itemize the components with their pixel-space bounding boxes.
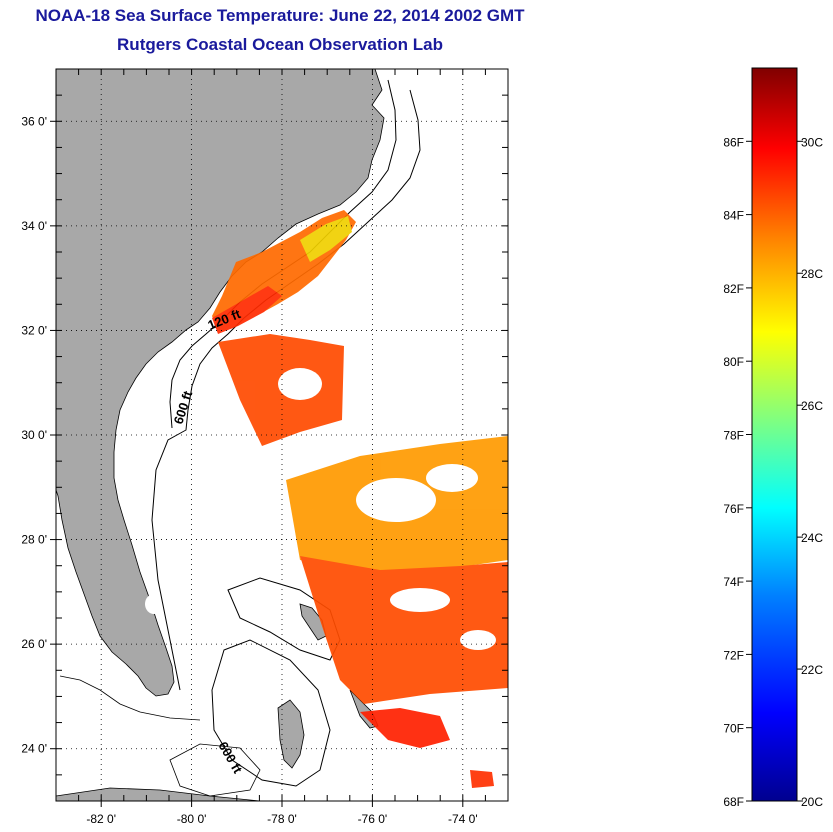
lat-tick-label: 32 0' (21, 323, 47, 337)
colorbar-f-label: 86F (723, 135, 744, 149)
map-subtitle: Rutgers Coastal Ocean Observation Lab (117, 35, 443, 54)
sst-patch-shelf-cool (300, 216, 352, 262)
colorbar-celsius-labels: 30C 28C 26C 24C 22C 20C (797, 135, 823, 809)
lon-tick-label: -76 0' (358, 812, 388, 826)
sst-patch-nearshore-warm (212, 286, 282, 334)
colorbar-f-label: 72F (723, 648, 744, 662)
colorbar (751, 67, 798, 802)
colorbar-c-label: 24C (801, 531, 823, 545)
lat-tick-label: 34 0' (21, 219, 47, 233)
lon-tick-label: -74 0' (448, 812, 478, 826)
land-us-southeast (56, 69, 385, 697)
map-title: NOAA-18 Sea Surface Temperature: June 22… (35, 6, 525, 25)
land-abaco (299, 603, 327, 641)
contour-bahamas-outer (169, 743, 261, 797)
lat-tick-label: 24 0' (21, 742, 47, 756)
longitude-axis: -82 0' -80 0' -78 0' -76 0' -74 0' (55, 69, 509, 826)
sst-patch-southeast (470, 770, 494, 788)
colorbar-f-label: 84F (723, 209, 744, 223)
lat-lon-grid (56, 69, 508, 801)
colorbar-f-label: 80F (723, 355, 744, 369)
colorbar-f-label: 74F (723, 575, 744, 589)
colorbar-f-label: 78F (723, 429, 744, 443)
colorbar-c-label: 30C (801, 135, 823, 149)
colorbar-f-label: 76F (723, 502, 744, 516)
lon-tick-label: -78 0' (267, 812, 297, 826)
lat-tick-label: 30 0' (21, 428, 47, 442)
colorbar-fahrenheit-labels: 86F 84F 82F 80F 78F 76F 74F 72F 70F 68F (723, 135, 752, 809)
colorbar-f-label: 68F (723, 795, 744, 809)
colorbar-f-label: 70F (723, 722, 744, 736)
cloud-mask (278, 368, 496, 650)
sst-patch-bahamas-warm (360, 708, 450, 748)
colorbar-c-label: 28C (801, 267, 823, 281)
lat-tick-label: 36 0' (21, 114, 47, 128)
lon-tick-label: -80 0' (177, 812, 207, 826)
contour-keys (59, 675, 201, 721)
latitude-axis: 24 0' 26 0' 28 0' 30 0' 32 0' 34 0' 36 0' (21, 68, 508, 802)
colorbar-c-label: 20C (801, 795, 823, 809)
lon-tick-label: -82 0' (86, 812, 116, 826)
lake-okeechobee (145, 594, 163, 614)
colorbar-c-label: 22C (801, 663, 823, 677)
sst-patch-gulfstream-south (300, 556, 508, 704)
land-andros (277, 699, 305, 769)
colorbar-f-label: 82F (723, 282, 744, 296)
colorbar-c-label: 26C (801, 399, 823, 413)
lat-tick-label: 28 0' (21, 533, 47, 547)
lat-tick-label: 26 0' (21, 637, 47, 651)
contour-great-bahama-bank (211, 639, 331, 787)
contour-600ft (151, 89, 421, 691)
